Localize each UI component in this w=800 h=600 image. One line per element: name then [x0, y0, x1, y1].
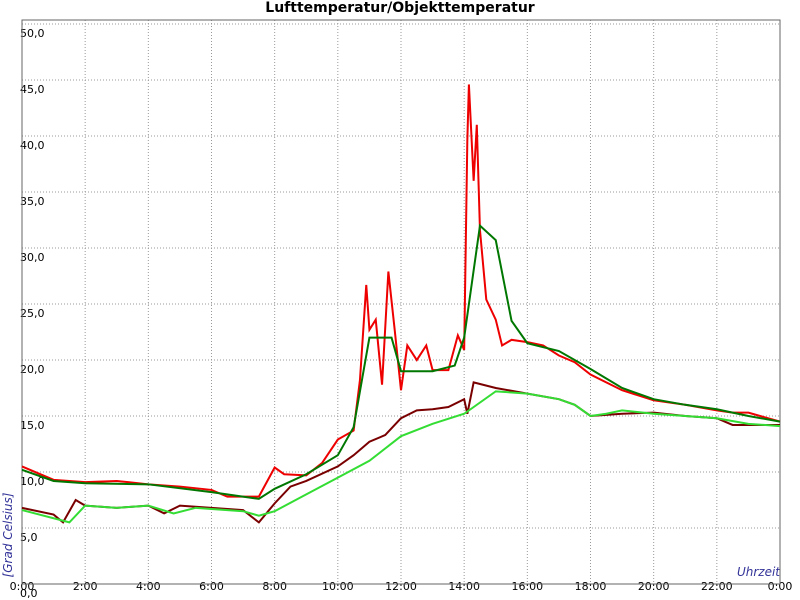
- x-tick-label: 2:00: [73, 580, 98, 593]
- x-tick-label: 14:00: [448, 580, 480, 593]
- y-tick-label: 45,0: [20, 83, 45, 96]
- y-tick-label: 5,0: [20, 531, 38, 544]
- y-tick-label: 35,0: [20, 195, 45, 208]
- series-line: [21, 223, 781, 500]
- y-tick-label: 25,0: [20, 307, 45, 320]
- series-line: [21, 84, 781, 498]
- x-axis-label: Uhrzeit: [737, 565, 781, 579]
- x-tick-label: 12:00: [385, 580, 417, 593]
- x-tick-label: 6:00: [199, 580, 224, 593]
- y-tick-label: 15,0: [20, 419, 45, 432]
- x-tick-label: 4:00: [136, 580, 161, 593]
- y-tick-label: 0,0: [20, 587, 38, 600]
- y-axis-label: [Grad Celsius]: [1, 492, 15, 577]
- x-tick-label: 16:00: [511, 580, 543, 593]
- x-tick-label: 8:00: [262, 580, 287, 593]
- x-tick-label: 22:00: [701, 580, 733, 593]
- plot-frame: [21, 19, 781, 585]
- y-tick-label: 30,0: [20, 251, 45, 264]
- x-tick-label: 0:00: [768, 580, 793, 593]
- x-tick-label: 10:00: [322, 580, 354, 593]
- chart-title: Lufttemperatur/Objekttemperatur: [265, 0, 535, 16]
- x-tick-label: 18:00: [575, 580, 607, 593]
- y-tick-label: 10,0: [20, 475, 45, 488]
- series-line: [21, 390, 781, 524]
- y-tick-label: 40,0: [20, 139, 45, 152]
- y-tick-label: 20,0: [20, 363, 45, 376]
- y-tick-label: 50,0: [20, 27, 45, 40]
- x-tick-label: 0:00: [10, 580, 35, 593]
- x-tick-label: 20:00: [638, 580, 670, 593]
